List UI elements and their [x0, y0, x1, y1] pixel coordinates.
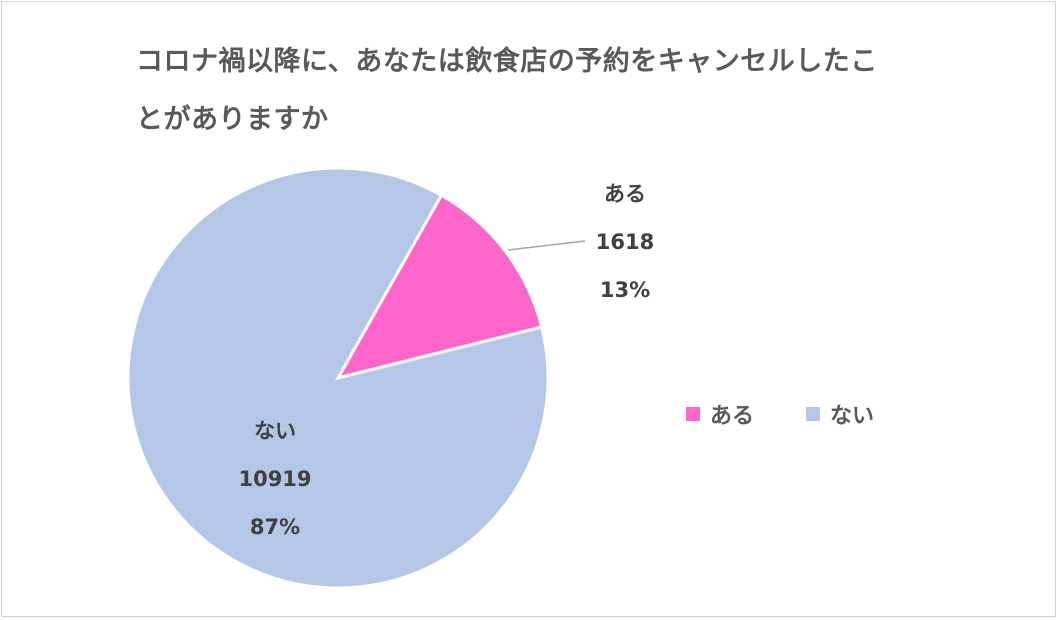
legend: ある ない — [686, 398, 926, 430]
data-label-aru-name: ある — [604, 182, 646, 206]
slice-aru — [334, 193, 544, 381]
legend-label-aru: ある — [710, 404, 755, 429]
data-label-nai: ない 10919 87% — [225, 407, 325, 551]
data-label-nai-value: 10919 — [238, 467, 312, 491]
data-label-aru: ある 1618 13% — [580, 170, 670, 314]
slice-nai — [126, 166, 550, 590]
leader-line — [507, 240, 586, 251]
legend-swatch-nai — [806, 407, 821, 421]
chart-title-line2: とがありますか — [136, 104, 329, 135]
legend-swatch-aru — [686, 407, 700, 421]
data-label-nai-name: ない — [254, 419, 296, 443]
chart-title: コロナ禍以降に、あなたは飲食店の予約をキャンセルしたこ とがありますか — [136, 33, 956, 149]
chart-title-line1: コロナ禍以降に、あなたは飲食店の予約をキャンセルしたこ — [136, 46, 878, 77]
legend-item-aru: ある — [686, 398, 754, 430]
data-label-nai-pct: 87% — [249, 515, 301, 539]
data-label-aru-value: 1618 — [595, 230, 655, 254]
legend-label-nai: ない — [830, 404, 875, 429]
data-label-aru-pct: 13% — [599, 278, 651, 302]
legend-item-nai: ない — [806, 398, 874, 430]
